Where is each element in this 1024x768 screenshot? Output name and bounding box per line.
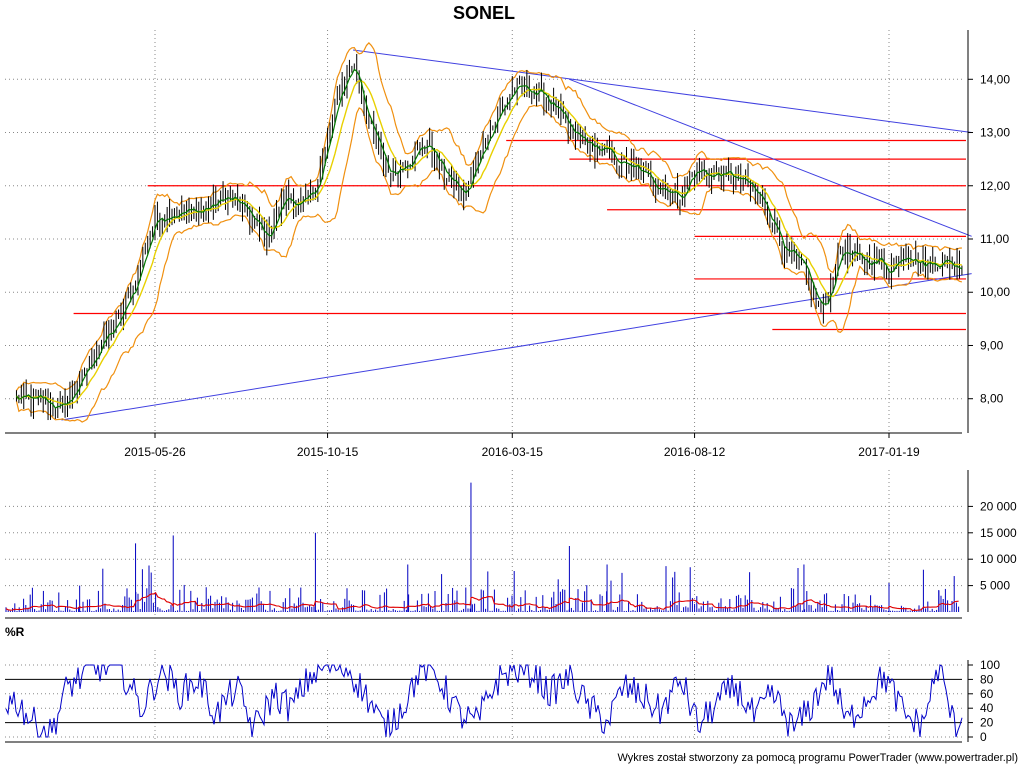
upper-band	[16, 42, 962, 391]
price-panel: 8,00 9,00 10,00 11,00 12,00 13,00 14,00 2015-0…	[5, 30, 1010, 459]
volume-grid	[5, 470, 962, 618]
price-y-tick-label: 10,00	[980, 285, 1010, 299]
williams-r-line	[5, 663, 963, 738]
williams-r-series-line	[5, 663, 963, 738]
williams-r-label: %R	[5, 625, 25, 639]
bollinger-bands	[15, 42, 963, 423]
williams-r-y-tick-label: 40	[980, 701, 994, 715]
trend-line	[569, 78, 972, 237]
volume-y-tick-label: 20 000	[980, 499, 1017, 513]
lower-band	[15, 104, 963, 423]
chart-title: SONEL	[453, 3, 515, 23]
volume-average-line	[5, 592, 959, 611]
price-y-tick-label: 8,00	[980, 392, 1004, 406]
price-y-tick-label: 11,00	[980, 232, 1009, 246]
volume-y-tick-label: 15 000	[980, 526, 1017, 540]
volume-y-ticks: 5 000 10 000 15 000 20 000	[968, 499, 1017, 593]
moving-average-short	[16, 68, 963, 409]
williams-r-y-tick-label: 80	[980, 672, 994, 686]
volume-average	[5, 592, 959, 611]
moving-averages	[15, 68, 963, 409]
williams-r-y-tick-label: 60	[980, 687, 994, 701]
volume-y-tick-label: 10 000	[980, 552, 1017, 566]
price-x-ticks: 2015-05-26 2015-10-15 2016-03-15 2016-08-12…	[124, 433, 920, 459]
price-x-tick-label: 2016-03-15	[482, 445, 544, 459]
williams-r-y-tick-label: 0	[980, 730, 987, 744]
williams-r-y-tick-label: 20	[980, 716, 994, 730]
price-x-tick-label: 2016-08-12	[664, 445, 726, 459]
price-y-tick-label: 13,00	[980, 126, 1010, 140]
price-x-tick-label: 2017-01-19	[858, 445, 920, 459]
trend-line	[353, 49, 972, 134]
price-y-tick-label: 12,00	[980, 179, 1010, 193]
price-y-tick-label: 9,00	[980, 338, 1004, 352]
price-x-tick-label: 2015-05-26	[124, 445, 186, 459]
williams-r-y-tick-label: 100	[980, 658, 1000, 672]
price-y-ticks: 8,00 9,00 10,00 11,00 12,00 13,00 14,00	[968, 72, 1010, 406]
price-y-tick-label: 14,00	[980, 72, 1010, 86]
volume-panel: 5 000 10 000 15 000 20 000	[5, 470, 1017, 619]
volume-y-tick-label: 5 000	[980, 579, 1010, 593]
moving-average-long	[15, 80, 962, 406]
price-x-tick-label: 2015-10-15	[297, 445, 359, 459]
footer-credit: Wykres został stworzony za pomocą progra…	[617, 752, 1018, 764]
